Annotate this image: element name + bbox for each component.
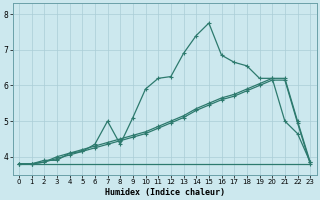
X-axis label: Humidex (Indice chaleur): Humidex (Indice chaleur): [105, 188, 225, 197]
